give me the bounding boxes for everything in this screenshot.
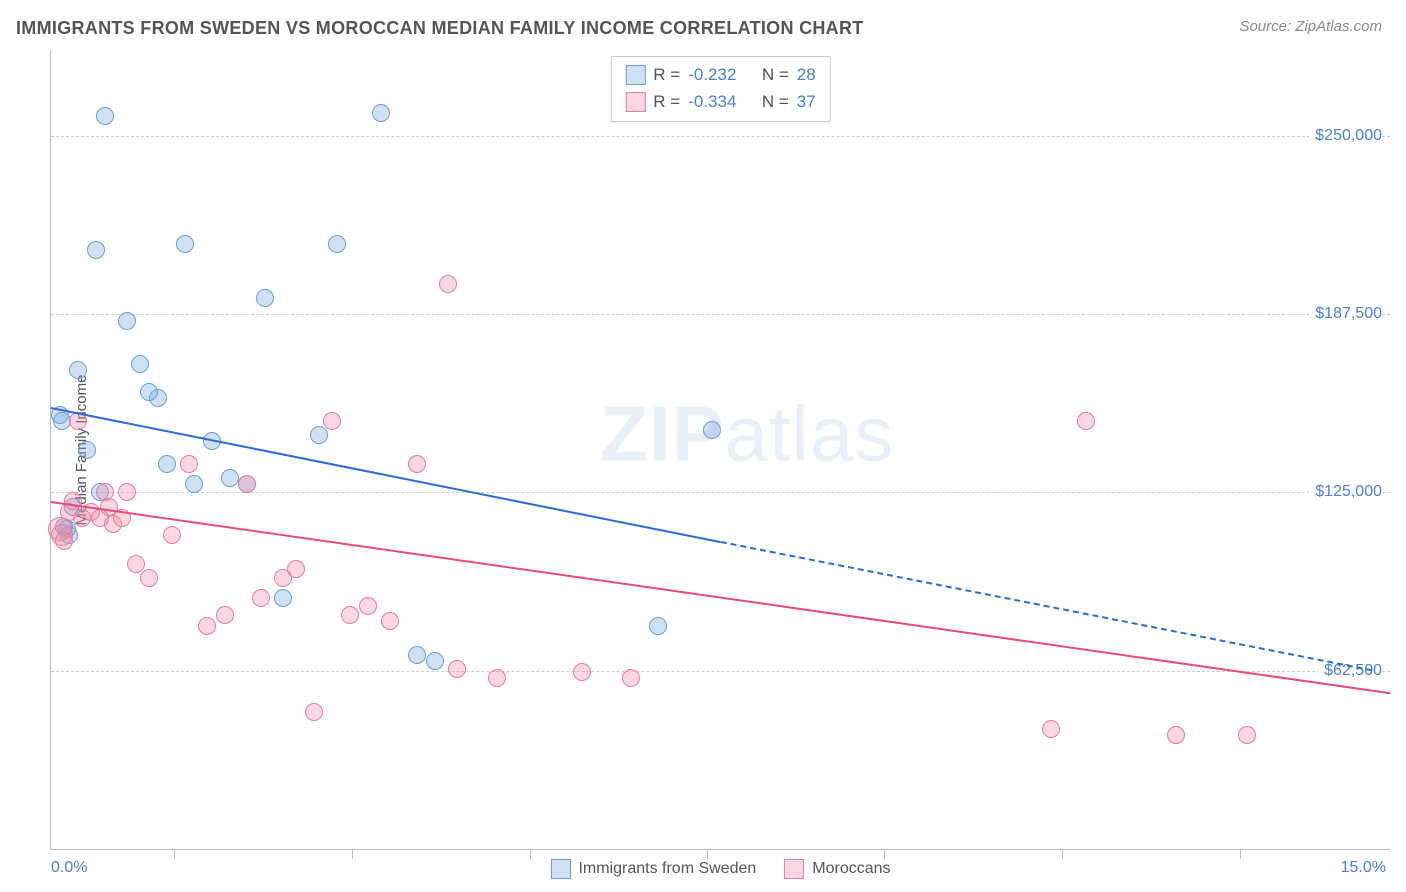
data-point (87, 241, 105, 259)
data-point (118, 483, 136, 501)
data-point (305, 703, 323, 721)
gridline (51, 492, 1390, 493)
chart-title: IMMIGRANTS FROM SWEDEN VS MOROCCAN MEDIA… (16, 18, 864, 39)
r-label: R = (653, 88, 680, 115)
n-value-sweden: 28 (797, 61, 816, 88)
n-label: N = (762, 61, 789, 88)
legend-row-moroccans: R = -0.334 N = 37 (625, 88, 815, 115)
data-point (287, 560, 305, 578)
data-point (426, 652, 444, 670)
data-point (256, 289, 274, 307)
swatch-sweden-icon (550, 859, 570, 879)
watermark-rest: atlas (725, 389, 895, 477)
watermark: ZIPatlas (600, 388, 894, 479)
data-point (163, 526, 181, 544)
x-tick (174, 849, 175, 859)
data-point (221, 469, 239, 487)
data-point (408, 455, 426, 473)
data-point (381, 612, 399, 630)
data-point (622, 669, 640, 687)
n-label: N = (762, 88, 789, 115)
x-tick (1240, 849, 1241, 859)
trend-line (51, 407, 721, 543)
x-axis-max-label: 15.0% (1341, 859, 1386, 877)
data-point (198, 617, 216, 635)
legend-series: Immigrants from Sweden Moroccans (550, 859, 890, 879)
gridline (51, 314, 1390, 315)
gridline-label: $250,000 (1309, 127, 1382, 145)
data-point (328, 235, 346, 253)
legend-correlation: R = -0.232 N = 28 R = -0.334 N = 37 (610, 56, 830, 122)
data-point (274, 589, 292, 607)
data-point (78, 441, 96, 459)
data-point (1167, 726, 1185, 744)
data-point (359, 597, 377, 615)
r-label: R = (653, 61, 680, 88)
plot-outer: Median Family Income ZIPatlas R = -0.232… (0, 50, 1406, 850)
data-point (252, 589, 270, 607)
data-point (180, 455, 198, 473)
data-point (439, 275, 457, 293)
data-point (140, 569, 158, 587)
data-point (176, 235, 194, 253)
data-point (131, 355, 149, 373)
legend-label-moroccans: Moroccans (812, 860, 890, 878)
data-point (118, 312, 136, 330)
legend-item-moroccans: Moroccans (784, 859, 890, 879)
data-point (127, 555, 145, 573)
data-point (488, 669, 506, 687)
x-tick (530, 849, 531, 859)
data-point (55, 532, 73, 550)
source-attribution: Source: ZipAtlas.com (1239, 18, 1382, 35)
data-point (1042, 720, 1060, 738)
legend-row-sweden: R = -0.232 N = 28 (625, 61, 815, 88)
swatch-sweden (625, 65, 645, 85)
data-point (448, 660, 466, 678)
data-point (1077, 412, 1095, 430)
trend-line (720, 541, 1372, 671)
swatch-moroccans (625, 92, 645, 112)
data-point (69, 361, 87, 379)
n-value-moroccans: 37 (797, 88, 816, 115)
data-point (185, 475, 203, 493)
gridline-label: $187,500 (1309, 305, 1382, 323)
r-value-sweden: -0.232 (688, 61, 736, 88)
data-point (573, 663, 591, 681)
data-point (96, 107, 114, 125)
legend-label-sweden: Immigrants from Sweden (578, 860, 756, 878)
data-point (372, 104, 390, 122)
plot-area: ZIPatlas R = -0.232 N = 28 R = -0.334 N (50, 50, 1390, 850)
legend-item-sweden: Immigrants from Sweden (550, 859, 756, 879)
data-point (1238, 726, 1256, 744)
x-tick (707, 849, 708, 859)
x-axis-min-label: 0.0% (51, 859, 87, 877)
x-tick (884, 849, 885, 859)
data-point (649, 617, 667, 635)
data-point (238, 475, 256, 493)
data-point (216, 606, 234, 624)
gridline (51, 136, 1390, 137)
x-tick (1062, 849, 1063, 859)
data-point (310, 426, 328, 444)
data-point (408, 646, 426, 664)
data-point (149, 389, 167, 407)
x-tick (352, 849, 353, 859)
r-value-moroccans: -0.334 (688, 88, 736, 115)
gridline (51, 671, 1390, 672)
data-point (323, 412, 341, 430)
swatch-moroccans-icon (784, 859, 804, 879)
data-point (341, 606, 359, 624)
chart-container: IMMIGRANTS FROM SWEDEN VS MOROCCAN MEDIA… (0, 0, 1406, 892)
gridline-label: $125,000 (1309, 483, 1382, 501)
data-point (158, 455, 176, 473)
data-point (703, 421, 721, 439)
